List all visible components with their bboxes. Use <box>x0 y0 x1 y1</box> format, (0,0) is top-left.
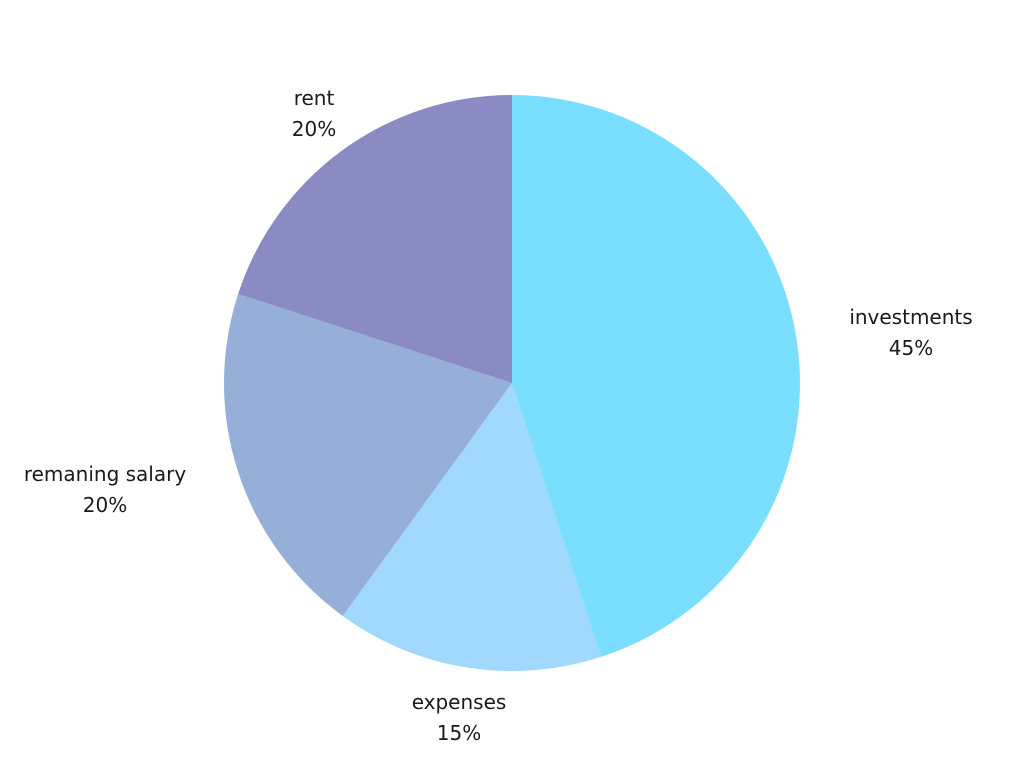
slice-label-remaning-salary: remaning salary <box>24 462 186 486</box>
slice-label-rent: rent <box>294 86 335 110</box>
pie-slice-remaning-salary <box>224 294 513 616</box>
pie-slice-rent <box>238 95 512 383</box>
pie-labels: investments 45% expenses 15% remaning sa… <box>24 86 973 745</box>
slice-value-expenses: 15% <box>437 721 481 745</box>
slice-label-expenses: expenses <box>412 690 507 714</box>
pie-slices <box>224 95 800 671</box>
slice-value-remaning-salary: 20% <box>83 493 127 517</box>
pie-slice-investments <box>512 95 800 657</box>
slice-label-investments: investments <box>849 305 972 329</box>
pie-slice-expenses <box>342 383 601 671</box>
slice-value-investments: 45% <box>889 336 933 360</box>
slice-value-rent: 20% <box>292 117 336 141</box>
